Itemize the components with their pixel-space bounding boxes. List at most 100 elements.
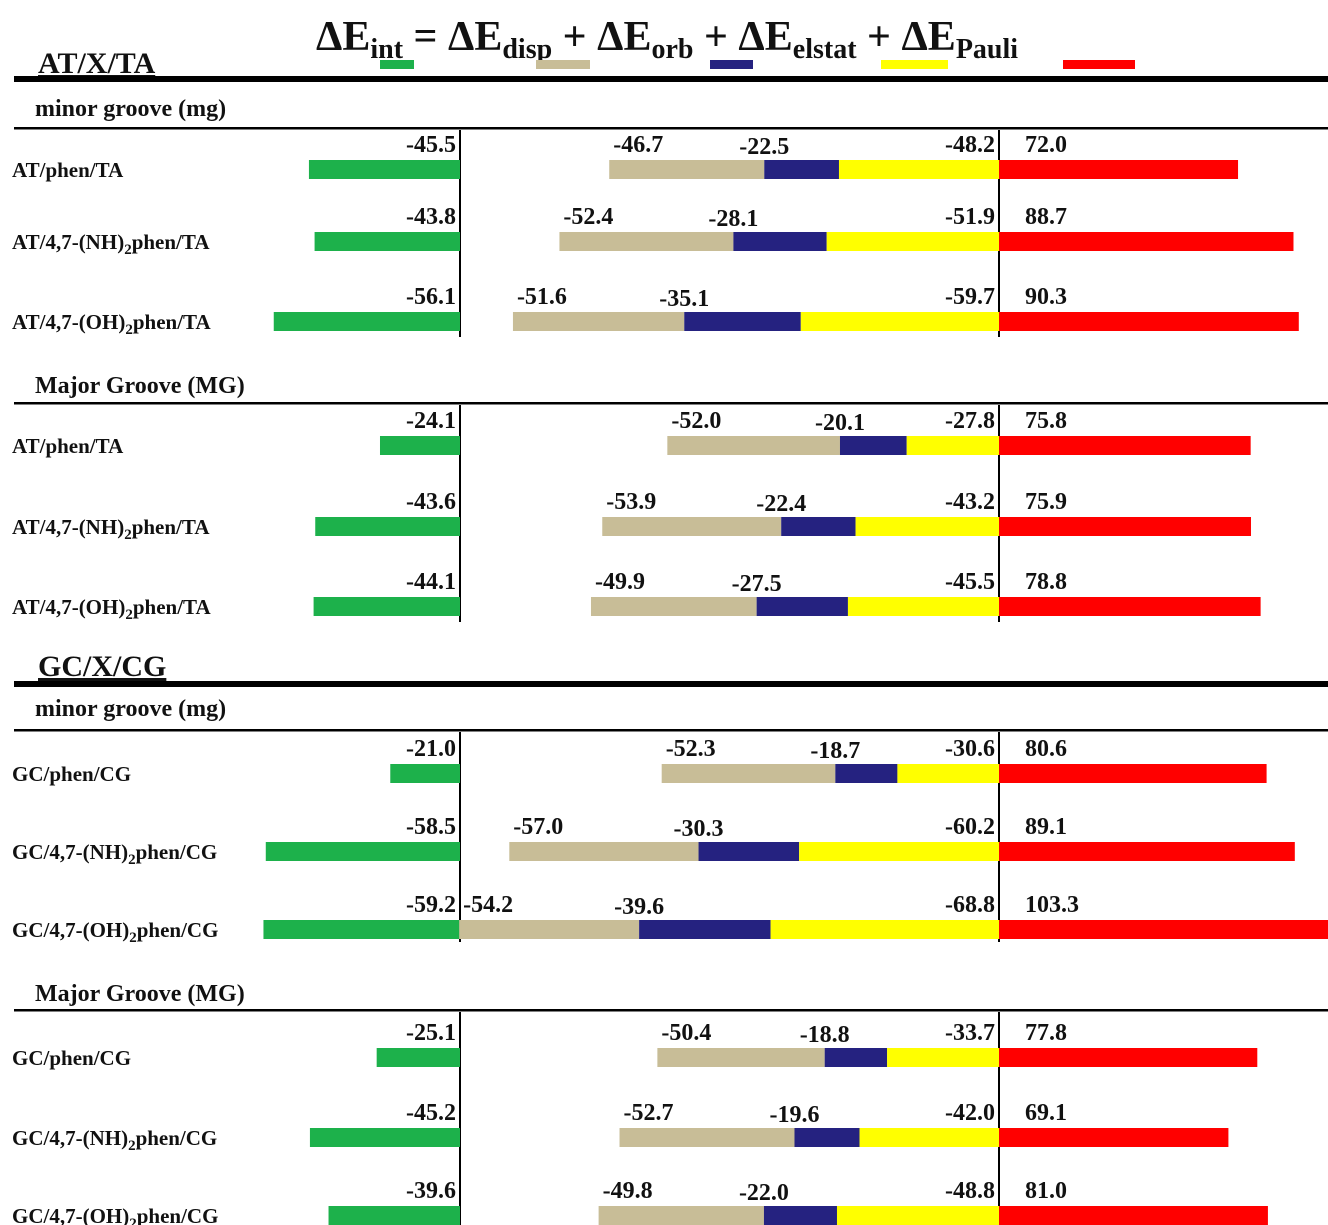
row-label: GC/4,7-(OH)2phen/CG [12, 1204, 218, 1225]
pauli-bar [999, 517, 1251, 536]
equation-subscript: Pauli [956, 34, 1018, 65]
equation-term: ΔE [316, 14, 370, 60]
pauli-value-label: 88.7 [1025, 204, 1067, 230]
elstat-value-label: -68.8 [945, 892, 995, 918]
orb-value-label: -18.8 [800, 1022, 850, 1048]
orb-value-label: -39.6 [614, 894, 664, 920]
disp-value-label: -49.8 [603, 1178, 653, 1204]
int-value-label: -21.0 [406, 736, 456, 762]
row-label: AT/phen/TA [12, 434, 124, 458]
int-bar [308, 160, 460, 179]
equation-title: ΔEint = ΔEdisp + ΔEorb + ΔEelstat + ΔEPa… [316, 14, 1135, 69]
elstat-value-label: -60.2 [945, 814, 995, 840]
int-bar [314, 232, 460, 251]
elstat-value-label: -33.7 [945, 1020, 995, 1046]
section-title: Major Groove (MG) [35, 373, 245, 399]
disp-bar [559, 232, 734, 251]
int-value-label: -43.8 [406, 204, 456, 230]
orb-bar [839, 436, 907, 455]
equation-subscript: elstat [793, 34, 857, 65]
orb-value-label: -28.1 [708, 206, 758, 232]
pauli-bar [999, 920, 1328, 939]
disp-color-key [536, 60, 590, 69]
elstat-value-label: -51.9 [945, 204, 995, 230]
elstat-value-label: -43.2 [945, 489, 995, 515]
disp-value-label: -52.3 [666, 736, 716, 762]
row-label: GC/phen/CG [12, 1046, 131, 1070]
orb-bar [764, 160, 839, 179]
disp-bar [667, 436, 840, 455]
int-value-label: -56.1 [406, 284, 456, 310]
int-bar [313, 597, 460, 616]
row-label: AT/4,7-(NH)2phen/TA [12, 515, 210, 543]
row-label: AT/4,7-(OH)2phen/TA [12, 595, 212, 623]
equation-operator: + [552, 14, 597, 60]
equation-operator: = [403, 14, 448, 60]
elstat-bar [897, 764, 999, 783]
elstat-bar [887, 1048, 999, 1067]
disp-value-label: -52.0 [671, 408, 721, 434]
pauli-bar [999, 160, 1239, 179]
orb-bar [684, 312, 801, 331]
orb-bar [639, 920, 771, 939]
orb-bar [835, 764, 898, 783]
disp-bar [598, 1206, 764, 1225]
int-bar [328, 1206, 460, 1225]
elstat-value-label: -27.8 [945, 408, 995, 434]
equation-subscript: orb [651, 34, 693, 65]
disp-bar [509, 842, 699, 861]
pauli-bar [999, 436, 1251, 455]
row-label: GC/4,7-(NH)2phen/CG [12, 840, 217, 868]
pauli-value-label: 78.8 [1025, 569, 1067, 595]
int-bar [263, 920, 460, 939]
disp-value-label: -46.7 [613, 132, 663, 158]
section-divider [14, 127, 1328, 130]
orb-value-label: -30.3 [674, 816, 724, 842]
elstat-bar [836, 1206, 999, 1225]
int-value-label: -58.5 [406, 814, 456, 840]
int-bar [315, 517, 460, 536]
orb-value-label: -22.4 [756, 491, 806, 517]
equation-text: ΔEint = ΔEdisp + ΔEorb + ΔEelstat + ΔEPa… [316, 14, 1018, 65]
int-value-label: -39.6 [406, 1178, 456, 1204]
elstat-value-label: -42.0 [945, 1100, 995, 1126]
equation-term: ΔE [597, 14, 651, 60]
orb-bar [794, 1128, 860, 1147]
int-value-label: -44.1 [406, 569, 456, 595]
disp-bar [619, 1128, 795, 1147]
disp-value-label: -57.0 [513, 814, 563, 840]
disp-bar [590, 597, 757, 616]
pauli-value-label: 103.3 [1025, 892, 1079, 918]
orb-value-label: -22.0 [739, 1180, 789, 1206]
equation-term: ΔE [901, 14, 955, 60]
row-label: AT/4,7-(OH)2phen/TA [12, 310, 212, 338]
int-bar [265, 842, 460, 861]
pauli-bar [999, 1206, 1268, 1225]
pauli-bar [999, 312, 1299, 331]
row-label: AT/phen/TA [12, 158, 124, 182]
disp-value-label: -49.9 [595, 569, 645, 595]
pauli-bar [999, 597, 1261, 616]
elstat-value-label: -48.2 [945, 132, 995, 158]
row-label: GC/phen/CG [12, 762, 131, 786]
orb-value-label: -22.5 [739, 134, 789, 160]
int-bar [390, 764, 460, 783]
orb-bar [756, 597, 848, 616]
elstat-bar [859, 1128, 999, 1147]
pauli-bar [999, 842, 1295, 861]
orb-bar [763, 1206, 837, 1225]
disp-bar [657, 1048, 825, 1067]
pauli-value-label: 75.9 [1025, 489, 1067, 515]
disp-value-label: -52.4 [563, 204, 613, 230]
pauli-value-label: 75.8 [1025, 408, 1067, 434]
disp-bar [602, 517, 782, 536]
orb-bar [733, 232, 827, 251]
row-label: AT/4,7-(NH)2phen/TA [12, 230, 210, 258]
disp-value-label: -50.4 [661, 1020, 711, 1046]
int-bar [309, 1128, 460, 1147]
pauli-value-label: 81.0 [1025, 1178, 1067, 1204]
elstat-value-label: -45.5 [945, 569, 995, 595]
equation-subscript: int [370, 34, 403, 65]
pauli-color-key [1063, 60, 1135, 69]
